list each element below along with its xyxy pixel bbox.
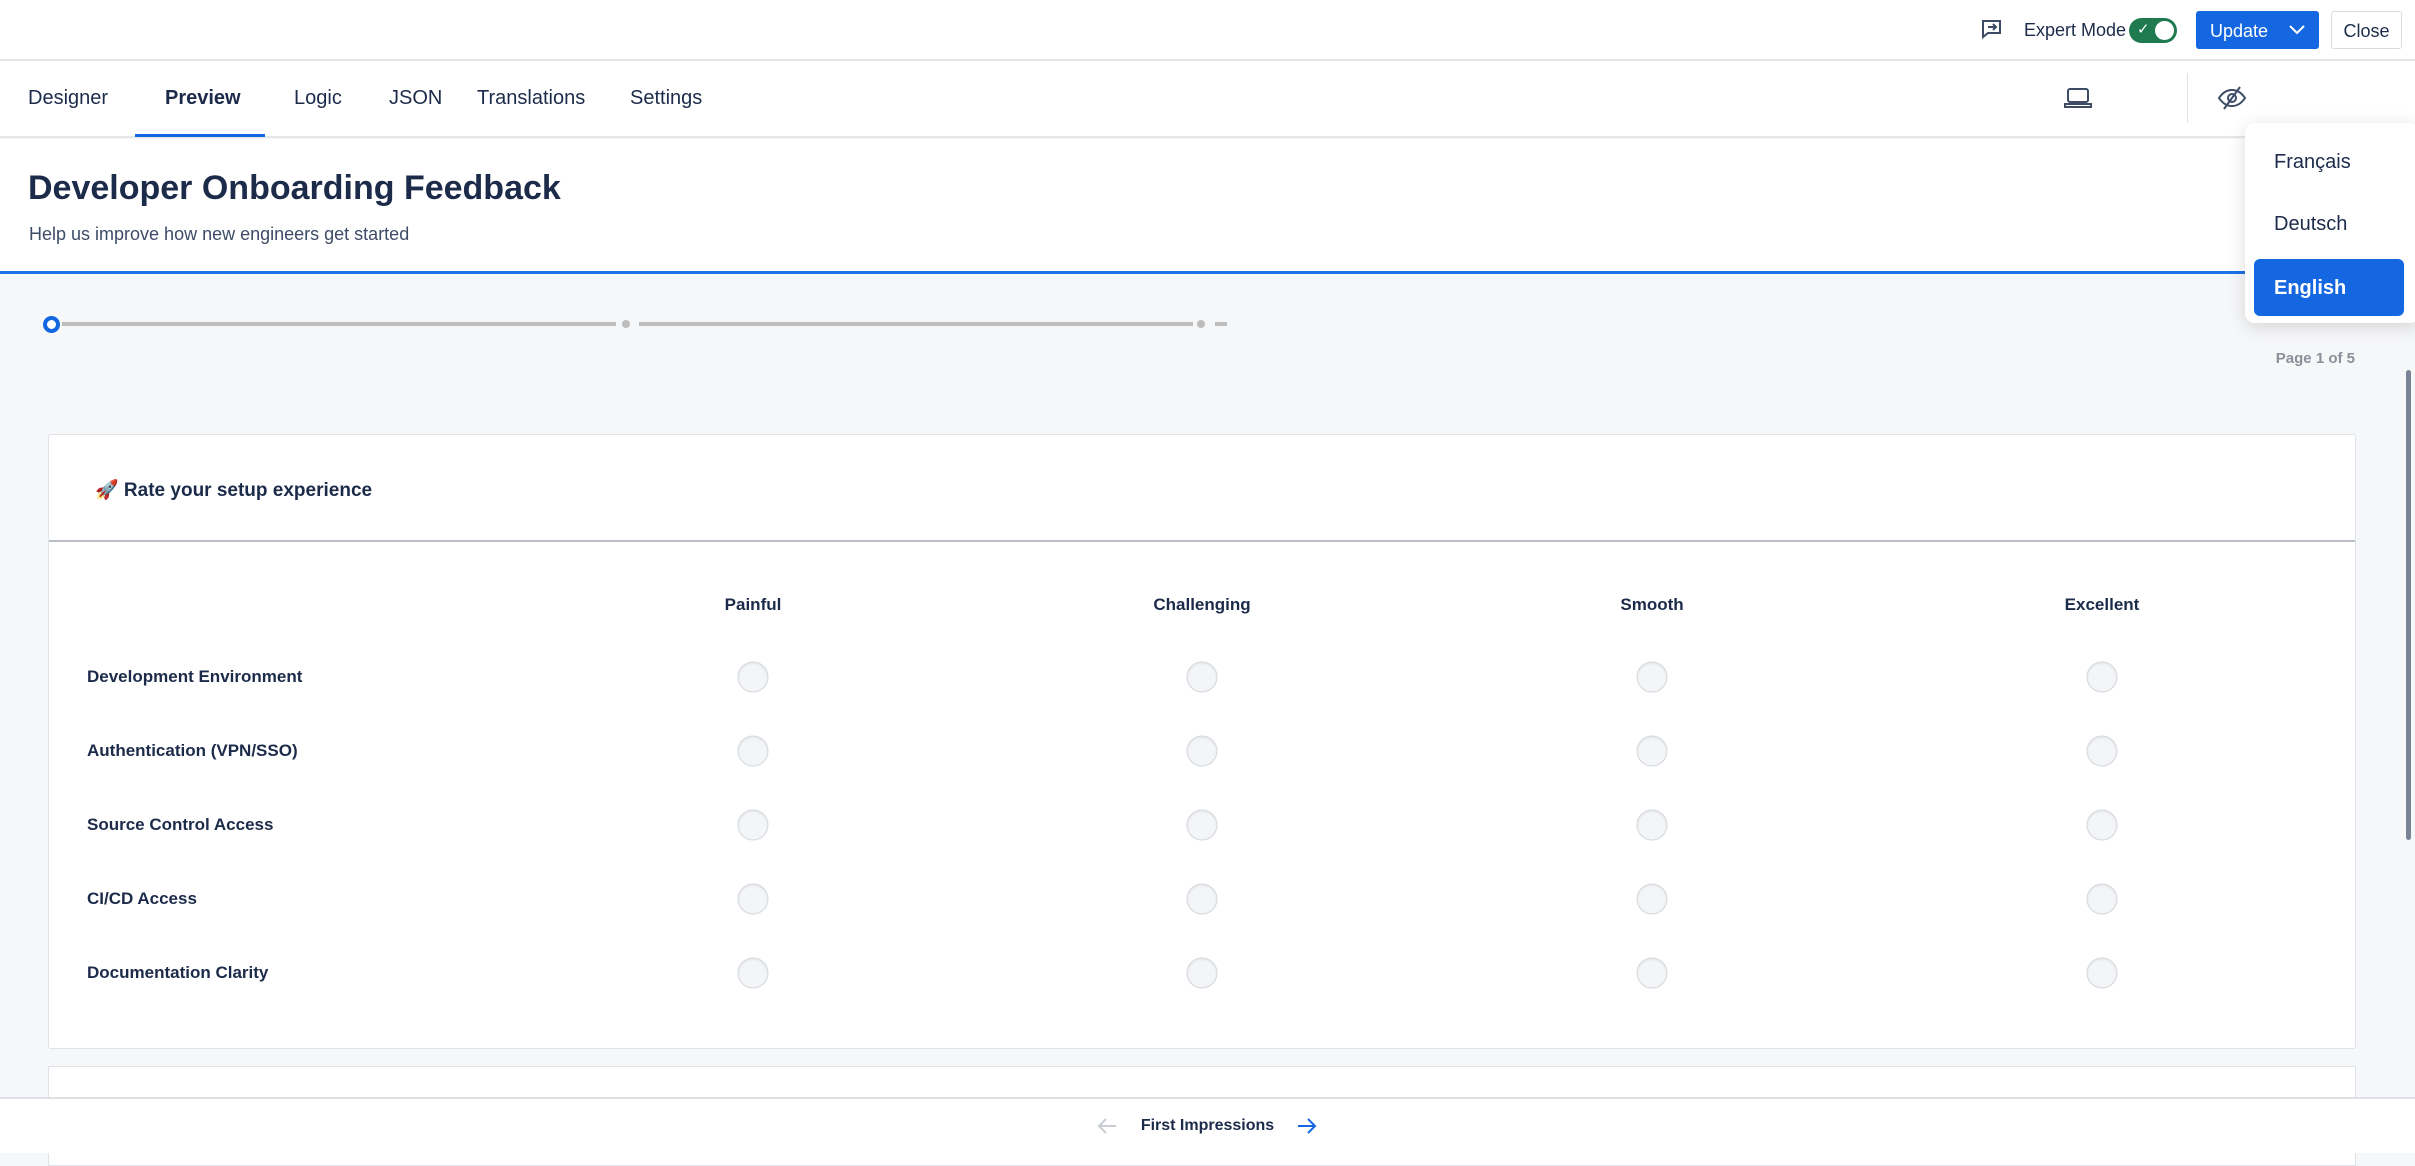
tab-logic[interactable]: Logic bbox=[294, 87, 342, 109]
survey-header: Developer Onboarding Feedback Help us im… bbox=[0, 139, 2415, 274]
rating-radio[interactable] bbox=[1636, 957, 1668, 989]
rating-radio[interactable] bbox=[737, 957, 769, 989]
rating-radio[interactable] bbox=[2086, 957, 2118, 989]
row-label: Source Control Access bbox=[87, 815, 274, 834]
chevron-down-icon[interactable] bbox=[2288, 24, 2306, 36]
toggle-knob bbox=[2155, 21, 2174, 40]
rating-radio[interactable] bbox=[2086, 883, 2118, 915]
progress-segment bbox=[62, 322, 616, 326]
tab-translations[interactable]: Translations bbox=[477, 87, 586, 109]
question-title: 🚀 Rate your setup experience bbox=[95, 480, 373, 501]
expert-mode-label: Expert Mode bbox=[2024, 20, 2127, 40]
arrow-left-icon[interactable] bbox=[1096, 1117, 1118, 1135]
progress-step bbox=[622, 320, 630, 328]
progress-segment bbox=[1215, 322, 1227, 326]
row-label: Documentation Clarity bbox=[87, 963, 269, 982]
column-header: Painful bbox=[724, 595, 782, 614]
tab-preview[interactable]: Preview bbox=[165, 87, 241, 109]
column-header: Challenging bbox=[1153, 595, 1251, 614]
rating-radio[interactable] bbox=[1186, 661, 1218, 693]
page-indicator: Page 1 of 5 bbox=[2275, 350, 2355, 367]
row-label: Development Environment bbox=[87, 667, 303, 686]
rating-radio[interactable] bbox=[1186, 809, 1218, 841]
page-navigation: First Impressions bbox=[0, 1097, 2415, 1153]
rating-radio[interactable] bbox=[1186, 735, 1218, 767]
rating-radio[interactable] bbox=[1636, 735, 1668, 767]
language-dropdown: Français Deutsch English bbox=[2245, 123, 2415, 323]
survey-title: Developer Onboarding Feedback bbox=[28, 169, 561, 207]
update-button[interactable]: Update bbox=[2196, 11, 2319, 49]
matrix-grid: Painful Challenging Smooth Excellent Develop… bbox=[49, 435, 2355, 1048]
arrow-right-icon[interactable] bbox=[1296, 1117, 1318, 1135]
feedback-icon[interactable] bbox=[1980, 19, 2004, 41]
check-icon: ✓ bbox=[2137, 21, 2150, 38]
rating-radio[interactable] bbox=[2086, 809, 2118, 841]
rating-radio[interactable] bbox=[737, 735, 769, 767]
close-button[interactable]: Close bbox=[2331, 11, 2402, 49]
rating-radio[interactable] bbox=[2086, 661, 2118, 693]
row-label: Authentication (VPN/SSO) bbox=[87, 741, 298, 760]
update-label: Update bbox=[2210, 21, 2269, 41]
rating-radio[interactable] bbox=[1636, 883, 1668, 915]
eye-off-icon[interactable] bbox=[2217, 85, 2247, 111]
tab-settings[interactable]: Settings bbox=[630, 87, 703, 109]
active-tab-indicator bbox=[135, 134, 265, 137]
survey-subtitle: Help us improve how new engineers get st… bbox=[29, 224, 410, 244]
tab-bar: Designer Preview Logic JSON Translations… bbox=[0, 61, 2415, 138]
row-label: CI/CD Access bbox=[87, 889, 197, 908]
rating-radio[interactable] bbox=[737, 883, 769, 915]
rating-radio[interactable] bbox=[737, 661, 769, 693]
current-page-title: First Impressions bbox=[1140, 1117, 1275, 1134]
rating-radio[interactable] bbox=[737, 809, 769, 841]
rating-radio[interactable] bbox=[1186, 957, 1218, 989]
language-option-deutsch[interactable]: Deutsch bbox=[2274, 213, 2348, 235]
question-header: 🚀 Rate your setup experience bbox=[49, 435, 2355, 542]
expert-mode-toggle[interactable]: ✓ bbox=[2129, 18, 2177, 43]
rating-radio[interactable] bbox=[1186, 883, 1218, 915]
top-bar: Expert Mode ✓ Update Close bbox=[0, 0, 2415, 61]
progress-step bbox=[1197, 320, 1205, 328]
tab-json[interactable]: JSON bbox=[389, 87, 443, 109]
language-option-francais[interactable]: Français bbox=[2274, 151, 2351, 173]
scrollbar[interactable] bbox=[2406, 370, 2411, 840]
matrix-question-card: 🚀 Rate your setup experience Painful Chal… bbox=[48, 434, 2356, 1049]
rating-radio[interactable] bbox=[1636, 661, 1668, 693]
progress-current-step bbox=[43, 316, 60, 333]
divider bbox=[2187, 73, 2188, 123]
tab-designer[interactable]: Designer bbox=[28, 87, 109, 109]
rating-radio[interactable] bbox=[2086, 735, 2118, 767]
language-option-english[interactable]: English bbox=[2254, 259, 2404, 316]
column-header: Excellent bbox=[2064, 595, 2140, 614]
rating-radio[interactable] bbox=[1636, 809, 1668, 841]
column-header: Smooth bbox=[1620, 595, 1684, 614]
laptop-icon[interactable] bbox=[2064, 87, 2092, 109]
progress-segment bbox=[639, 322, 1193, 326]
